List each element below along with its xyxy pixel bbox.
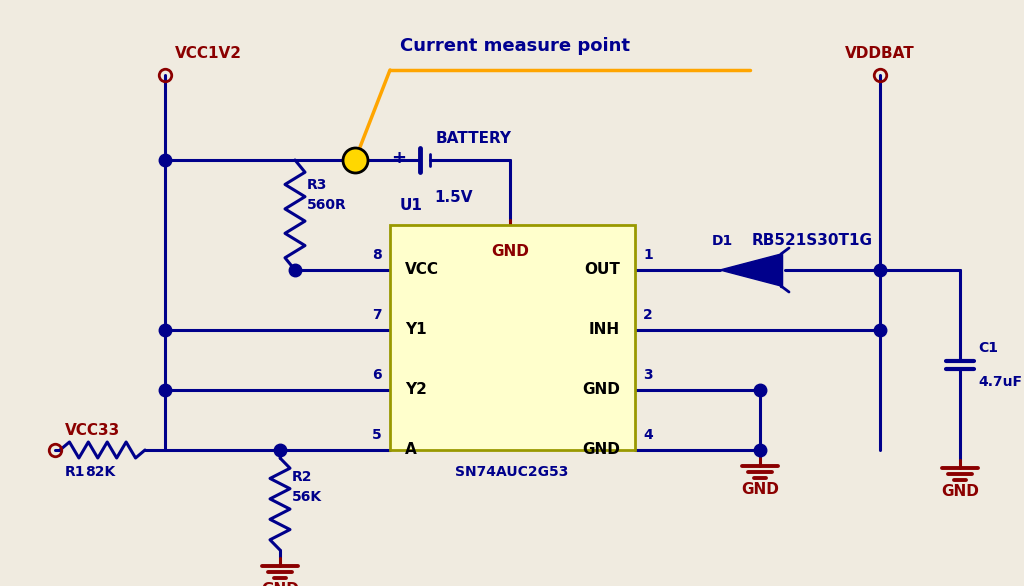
Text: VCC33: VCC33 <box>65 423 120 438</box>
Text: GND: GND <box>582 383 620 397</box>
Text: R2: R2 <box>292 470 312 484</box>
Text: 1: 1 <box>643 248 652 262</box>
Text: Y2: Y2 <box>406 383 427 397</box>
FancyBboxPatch shape <box>390 225 635 450</box>
Text: 7: 7 <box>373 308 382 322</box>
Text: 82K: 82K <box>85 465 116 479</box>
Text: 5: 5 <box>373 428 382 442</box>
Text: 2: 2 <box>643 308 652 322</box>
Text: 8: 8 <box>373 248 382 262</box>
Text: 56K: 56K <box>292 490 323 504</box>
Text: VDDBAT: VDDBAT <box>845 46 914 61</box>
Text: R3: R3 <box>307 178 328 192</box>
Text: VCC: VCC <box>406 263 439 278</box>
Text: Y1: Y1 <box>406 322 427 338</box>
Text: 4: 4 <box>643 428 652 442</box>
Text: Current measure point: Current measure point <box>400 37 630 55</box>
Text: U1: U1 <box>400 198 423 213</box>
Text: 3: 3 <box>643 368 652 382</box>
Text: VCC1V2: VCC1V2 <box>175 46 242 61</box>
Text: 4.7uF: 4.7uF <box>978 375 1022 389</box>
Text: GND: GND <box>582 442 620 458</box>
Text: OUT: OUT <box>584 263 620 278</box>
Text: SN74AUC2G53: SN74AUC2G53 <box>456 465 568 479</box>
Text: GND: GND <box>261 582 299 586</box>
Text: A: A <box>406 442 417 458</box>
Text: +: + <box>391 149 406 167</box>
Text: GND: GND <box>941 485 979 499</box>
Text: R1: R1 <box>65 465 85 479</box>
Text: BATTERY: BATTERY <box>436 131 512 146</box>
Text: GND: GND <box>741 482 779 498</box>
Text: 6: 6 <box>373 368 382 382</box>
Polygon shape <box>720 254 781 286</box>
Text: C1: C1 <box>978 341 998 355</box>
Text: D1: D1 <box>712 234 733 248</box>
Text: 1.5V: 1.5V <box>434 190 472 205</box>
Text: INH: INH <box>589 322 620 338</box>
Text: 560R: 560R <box>307 198 347 212</box>
Text: RB521S30T1G: RB521S30T1G <box>752 233 873 248</box>
Text: GND: GND <box>492 244 529 260</box>
